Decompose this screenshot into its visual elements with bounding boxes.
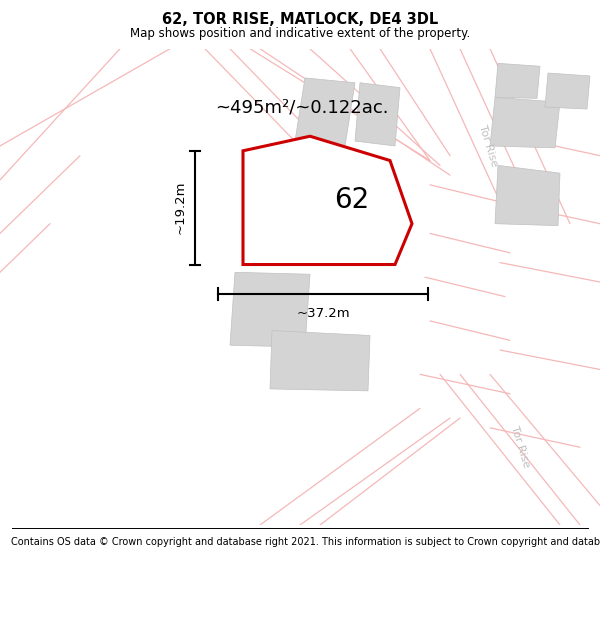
Polygon shape <box>545 73 590 109</box>
Text: 62, TOR RISE, MATLOCK, DE4 3DL: 62, TOR RISE, MATLOCK, DE4 3DL <box>162 12 438 27</box>
Polygon shape <box>355 82 400 146</box>
Text: Contains OS data © Crown copyright and database right 2021. This information is : Contains OS data © Crown copyright and d… <box>11 537 600 547</box>
Polygon shape <box>230 272 310 347</box>
Text: Tor Rise: Tor Rise <box>477 124 499 168</box>
Polygon shape <box>495 63 540 98</box>
Polygon shape <box>270 175 375 243</box>
Text: Map shows position and indicative extent of the property.: Map shows position and indicative extent… <box>130 27 470 40</box>
Text: Tor Rise: Tor Rise <box>509 425 531 469</box>
Text: ~37.2m: ~37.2m <box>296 308 350 320</box>
Polygon shape <box>243 136 412 264</box>
Polygon shape <box>495 166 560 226</box>
Polygon shape <box>490 98 560 148</box>
Polygon shape <box>270 331 370 391</box>
Text: ~495m²/~0.122ac.: ~495m²/~0.122ac. <box>215 98 389 116</box>
Text: ~19.2m: ~19.2m <box>174 181 187 234</box>
Polygon shape <box>295 78 355 146</box>
Text: 62: 62 <box>335 186 370 214</box>
